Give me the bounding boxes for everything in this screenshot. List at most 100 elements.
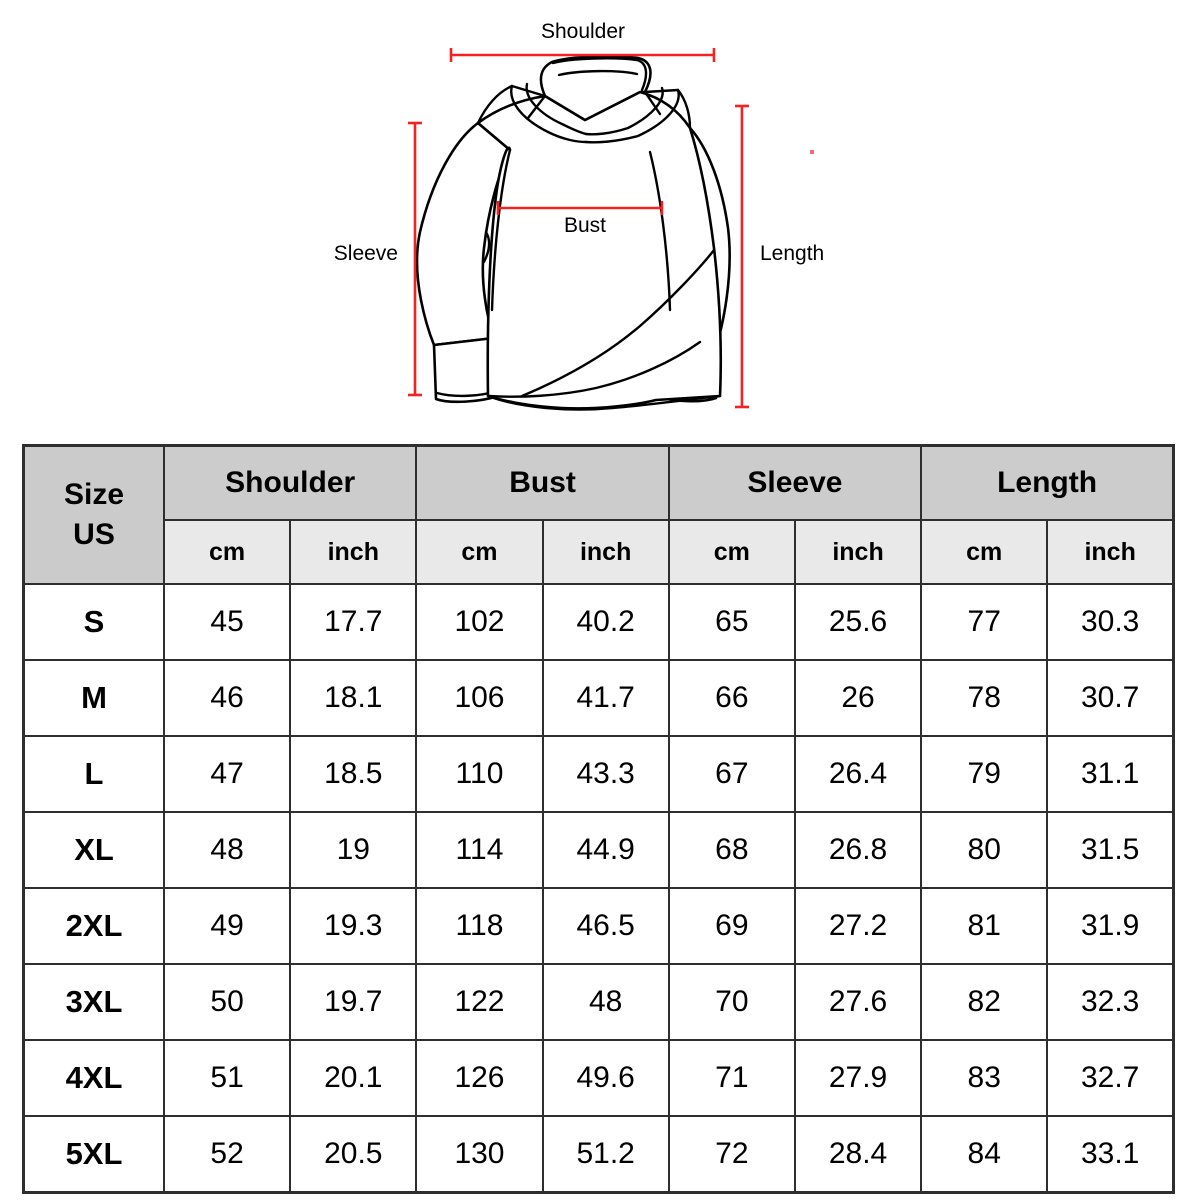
left-elbow-crease — [482, 230, 491, 264]
table-row: S 45 17.7 102 40.2 65 25.6 77 30.3 — [22, 583, 1175, 661]
bottom-hem — [486, 394, 722, 411]
value-cell-shoulder-cm: 47 — [162, 735, 292, 813]
unit-header-length-cm: cm — [920, 519, 1049, 585]
sleeve-label: Sleeve — [334, 242, 398, 265]
value-cell-length-cm: 79 — [920, 735, 1049, 813]
table-row: 2XL 49 19.3 118 46.5 69 27.2 81 31.9 — [22, 887, 1175, 965]
wrap-front-diagonal — [520, 248, 716, 398]
value-cell-length-in: 31.9 — [1046, 887, 1175, 965]
value-cell-shoulder-in: 18.5 — [289, 735, 418, 813]
value-cell-bust-in: 40.2 — [541, 583, 670, 661]
value-cell-sleeve-cm: 65 — [667, 583, 796, 661]
size-chart-table: Size US Shoulder Bust Sleeve Length cm i… — [22, 444, 1175, 1194]
size-cell: 5XL — [22, 1115, 165, 1194]
table-row: M 46 18.1 106 41.7 66 26 78 30.7 — [22, 659, 1175, 737]
bust-measurement: Bust — [496, 201, 664, 237]
wrap-inner-hem — [487, 340, 702, 398]
value-cell-sleeve-cm: 67 — [667, 735, 796, 813]
value-cell-length-in: 31.5 — [1046, 811, 1175, 889]
value-cell-length-cm: 77 — [920, 583, 1049, 661]
value-cell-length-cm: 83 — [920, 1039, 1049, 1117]
hood-opening — [557, 69, 639, 77]
table-row: 5XL 52 20.5 130 51.2 72 28.4 84 33.1 — [22, 1115, 1175, 1194]
length-label: Length — [760, 242, 824, 265]
value-cell-bust-cm: 118 — [415, 887, 544, 965]
garment-body — [476, 90, 723, 410]
neckline-inner-left — [525, 82, 588, 136]
value-cell-sleeve-cm: 69 — [667, 887, 796, 965]
size-cell: S — [22, 583, 165, 661]
value-cell-shoulder-cm: 48 — [162, 811, 292, 889]
value-cell-sleeve-cm: 72 — [667, 1115, 796, 1194]
value-cell-bust-cm: 110 — [415, 735, 544, 813]
group-header-sleeve: Sleeve — [667, 444, 923, 521]
shoulder-measurement: Shoulder — [449, 20, 716, 62]
hood-fold-left — [510, 84, 547, 120]
value-cell-bust-in: 46.5 — [541, 887, 670, 965]
unit-header-shoulder-cm: cm — [162, 519, 292, 585]
value-cell-length-in: 32.3 — [1046, 963, 1175, 1041]
table-header-row-groups: Size US Shoulder Bust Sleeve Length — [22, 444, 1175, 585]
table-header-row-units: cm inch cm inch cm inch cm inch — [24, 519, 1175, 585]
value-cell-shoulder-cm: 50 — [162, 963, 292, 1041]
unit-header-length-inch: inch — [1046, 519, 1175, 585]
value-cell-shoulder-in: 20.1 — [289, 1039, 418, 1117]
value-cell-shoulder-cm: 46 — [162, 659, 292, 737]
value-cell-sleeve-in: 27.6 — [793, 963, 923, 1041]
value-cell-sleeve-in: 26.8 — [793, 811, 923, 889]
group-header-length: Length — [920, 444, 1175, 521]
value-cell-length-in: 30.3 — [1046, 583, 1175, 661]
value-cell-shoulder-in: 17.7 — [289, 583, 418, 661]
value-cell-sleeve-in: 28.4 — [793, 1115, 923, 1194]
table-row: 3XL 50 19.7 122 48 70 27.6 82 32.3 — [22, 963, 1175, 1041]
unit-header-bust-cm: cm — [415, 519, 544, 585]
size-cell: 3XL — [22, 963, 165, 1041]
size-cell: L — [22, 735, 165, 813]
value-cell-shoulder-in: 18.1 — [289, 659, 418, 737]
neckline-inner-right — [584, 86, 664, 136]
value-cell-length-in: 33.1 — [1046, 1115, 1175, 1194]
garment-illustration — [415, 55, 731, 411]
value-cell-bust-cm: 126 — [415, 1039, 544, 1117]
value-cell-bust-cm: 114 — [415, 811, 544, 889]
hood-shoulder-left — [476, 84, 514, 125]
value-cell-bust-cm: 122 — [415, 963, 544, 1041]
value-cell-length-cm: 81 — [920, 887, 1049, 965]
left-armhole-seam — [490, 148, 512, 312]
size-chart-table-container: Size US Shoulder Bust Sleeve Length cm i… — [22, 444, 1175, 1194]
neckline-drape-left — [510, 84, 588, 144]
hood-inner-band — [551, 57, 648, 92]
value-cell-sleeve-cm: 66 — [667, 659, 796, 737]
size-header-line2: US — [73, 518, 115, 551]
bust-label: Bust — [564, 214, 606, 237]
value-cell-bust-in: 44.9 — [541, 811, 670, 889]
value-cell-sleeve-in: 26.4 — [793, 735, 923, 813]
value-cell-sleeve-in: 27.2 — [793, 887, 923, 965]
neckline-drape-right — [584, 88, 680, 144]
hood-shoulder-right — [676, 88, 692, 130]
value-cell-bust-cm: 130 — [415, 1115, 544, 1194]
value-cell-length-in: 32.7 — [1046, 1039, 1175, 1117]
right-armhole-seam — [648, 150, 672, 312]
value-cell-length-cm: 84 — [920, 1115, 1049, 1194]
value-cell-shoulder-in: 20.5 — [289, 1115, 418, 1194]
value-cell-shoulder-cm: 51 — [162, 1039, 292, 1117]
shoulder-label: Shoulder — [541, 20, 625, 43]
unit-header-shoulder-inch: inch — [289, 519, 418, 585]
value-cell-bust-in: 48 — [541, 963, 670, 1041]
size-column-header: Size US — [22, 444, 165, 585]
artifact-dot — [810, 150, 814, 154]
value-cell-shoulder-cm: 45 — [162, 583, 292, 661]
hood-fold-right — [643, 88, 680, 116]
value-cell-length-in: 30.7 — [1046, 659, 1175, 737]
value-cell-bust-in: 51.2 — [541, 1115, 670, 1194]
value-cell-length-cm: 78 — [920, 659, 1049, 737]
table-row: L 47 18.5 110 43.3 67 26.4 79 31.1 — [22, 735, 1175, 813]
value-cell-sleeve-cm: 68 — [667, 811, 796, 889]
value-cell-sleeve-in: 27.9 — [793, 1039, 923, 1117]
value-cell-shoulder-in: 19.7 — [289, 963, 418, 1041]
unit-header-sleeve-cm: cm — [667, 519, 796, 585]
size-header-line1: Size — [63, 477, 125, 511]
size-cell: M — [22, 659, 165, 737]
value-cell-sleeve-cm: 70 — [667, 963, 796, 1041]
